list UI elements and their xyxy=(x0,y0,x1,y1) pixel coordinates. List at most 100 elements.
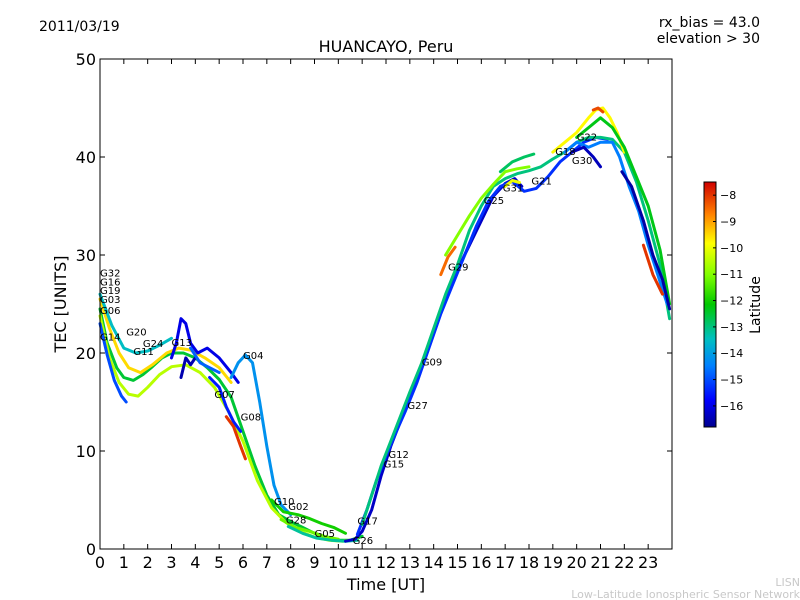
colorbar-tick-label: −11 xyxy=(720,268,743,281)
satellite-label-g13: G13 xyxy=(172,338,192,349)
satellite-label-g07: G07 xyxy=(214,390,234,401)
series-line-9 xyxy=(208,376,243,433)
x-axis-label: Time [UT] xyxy=(346,575,425,594)
satellite-label-g27: G27 xyxy=(407,401,427,412)
colorbar-tick-label: −10 xyxy=(720,242,743,255)
colorbar-tick-label: −9 xyxy=(720,216,736,229)
satellite-label-g28: G28 xyxy=(286,516,306,527)
colorbar-tick-label: −14 xyxy=(720,347,743,360)
satellite-label-g08: G08 xyxy=(241,413,261,424)
y-tick-label: 30 xyxy=(76,246,96,265)
satellite-label-g21: G21 xyxy=(531,176,551,187)
chart-title: HUANCAYO, Peru xyxy=(319,37,454,56)
satellite-label-g32: G32 xyxy=(100,269,120,280)
bias-label: rx_bias = 43.0 xyxy=(659,15,760,31)
series-line-22 xyxy=(575,116,672,306)
y-tick-label: 20 xyxy=(76,344,96,363)
satellite-label-g02: G02 xyxy=(288,502,308,513)
series-line-20 xyxy=(503,179,521,188)
x-tick-label: 9 xyxy=(309,553,319,572)
elevation-label: elevation > 30 xyxy=(657,31,760,47)
x-tick-label: 15 xyxy=(447,553,467,572)
y-tick-label: 0 xyxy=(86,540,96,559)
satellite-label-g03: G03 xyxy=(100,295,120,306)
satellite-label-g04: G04 xyxy=(243,351,263,362)
y-tick-label: 40 xyxy=(76,148,96,167)
x-tick-label: 2 xyxy=(143,553,153,572)
x-tick-label: 4 xyxy=(190,553,200,572)
x-tick-label: 6 xyxy=(238,553,248,572)
colorbar-tick-label: −13 xyxy=(720,321,743,334)
series-line-11 xyxy=(270,498,347,535)
series-line-16 xyxy=(360,135,672,526)
x-tick-label: 0 xyxy=(95,553,105,572)
x-tick-label: 7 xyxy=(262,553,272,572)
x-tick-label: 20 xyxy=(566,553,586,572)
series-line-10 xyxy=(224,415,247,461)
satellite-label-g26: G26 xyxy=(353,536,373,547)
series-line-4 xyxy=(98,292,173,355)
colorbar-tick-label: −16 xyxy=(720,400,743,413)
satellite-label-g12: G12 xyxy=(388,450,408,461)
satellite-label-g15: G15 xyxy=(384,460,404,471)
x-tick-label: 3 xyxy=(166,553,176,572)
x-tick-label: 1 xyxy=(119,553,129,572)
x-tick-label: 13 xyxy=(400,553,420,572)
x-tick-label: 18 xyxy=(519,553,539,572)
x-tick-label: 17 xyxy=(495,553,515,572)
satellite-label-g29: G29 xyxy=(448,263,468,274)
satellite-label-g30: G30 xyxy=(572,156,592,167)
satellite-label-g19: G19 xyxy=(100,286,120,297)
colorbar-tick-label: −15 xyxy=(720,374,743,387)
x-axis: 0 1 2 3 4 5 6 7 8 9 10 11 12 13 14 15 16 17 18 19 20 21 22 23 xyxy=(95,59,658,572)
colorbar-tick-label: −12 xyxy=(720,295,743,308)
series-line-6 xyxy=(179,356,197,379)
x-tick-label: 5 xyxy=(214,553,224,572)
series-line-7 xyxy=(189,346,221,375)
satellite-label-g10: G10 xyxy=(274,497,294,508)
series-line-27 xyxy=(591,106,605,114)
colorbar-tick-label: −8 xyxy=(720,189,736,202)
footer-short: LISN xyxy=(775,576,800,589)
colorbar-ticks: −8 −9 −10 −11 −12 −13 −14 −15 −16 xyxy=(713,189,743,413)
x-tick-label: 19 xyxy=(543,553,563,572)
date-label: 2011/03/19 xyxy=(39,19,120,35)
series-line-2 xyxy=(98,322,128,404)
x-tick-label: 16 xyxy=(471,553,491,572)
series-layer xyxy=(98,106,672,543)
series-line-8 xyxy=(229,353,293,517)
y-axis: 0 10 20 30 40 50 xyxy=(76,50,672,559)
y-axis-label: TEC [UNITS] xyxy=(51,256,70,354)
x-tick-label: 22 xyxy=(614,553,634,572)
x-tick-label: 8 xyxy=(286,553,296,572)
satellite-label-g20: G20 xyxy=(126,327,146,338)
satellite-label-g31: G31 xyxy=(503,183,523,194)
satellite-label-g24: G24 xyxy=(143,339,163,350)
footer-long: Low-Latitude Ionospheric Sensor Network xyxy=(571,588,800,600)
x-tick-label: 21 xyxy=(590,553,610,572)
satellite-label-g09: G09 xyxy=(422,358,442,369)
x-tick-label: 11 xyxy=(352,553,372,572)
satellite-label-g22: G22 xyxy=(577,132,597,143)
colorbar-label: Latitude xyxy=(748,276,764,334)
series-line-5 xyxy=(170,317,240,384)
series-line-24 xyxy=(570,145,602,169)
x-tick-label: 23 xyxy=(638,553,658,572)
x-tick-label: 12 xyxy=(376,553,396,572)
satellite-label-g25: G25 xyxy=(484,196,504,207)
satellite-label-g14: G14 xyxy=(100,332,120,343)
series-line-25 xyxy=(620,170,672,311)
x-tick-label: 10 xyxy=(328,553,348,572)
satellite-label-g06: G06 xyxy=(100,306,120,317)
satellite-label-g17: G17 xyxy=(357,517,377,528)
satellite-label-g16: G16 xyxy=(100,277,120,288)
colorbar xyxy=(703,181,717,428)
series-line-18 xyxy=(498,152,536,174)
satellite-label-g05: G05 xyxy=(315,529,335,540)
y-tick-label: 50 xyxy=(76,50,96,69)
series-line-12 xyxy=(279,518,340,541)
satellite-label-g11: G11 xyxy=(133,347,153,358)
satellite-label-g18: G18 xyxy=(555,147,575,158)
